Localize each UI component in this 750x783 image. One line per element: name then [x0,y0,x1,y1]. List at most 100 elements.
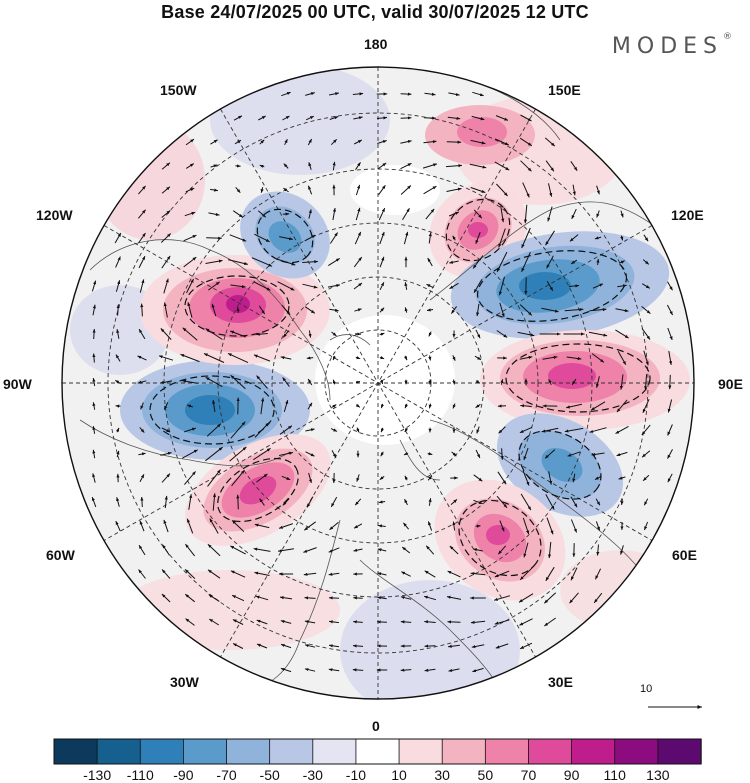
wind-arrow [205,328,223,340]
wind-arrow [355,207,361,221]
wind-arrow [471,115,485,121]
wind-arrow [230,374,246,390]
wind-arrow [212,400,216,412]
wind-arrow [231,594,245,602]
wind-arrow [231,469,245,487]
wind-arrow [428,498,432,506]
wind-arrow [329,116,339,120]
wind-arrow [352,668,364,672]
wind-arrow [668,351,673,365]
wind-arrow [353,620,363,624]
wind-arrow [161,473,171,483]
wind-arrow [642,474,650,482]
wind-arrow [423,595,437,601]
wind-arrow [422,163,438,169]
colorbar-tick-label: 50 [477,767,494,783]
wind-arrow [668,374,672,390]
lon-label-120w: 120W [36,207,73,223]
wind-arrow [471,644,485,649]
lon-label-60w: 60W [46,547,75,563]
wind-arrow [259,498,265,506]
wind-arrow [428,232,432,244]
wind-arrow [400,92,412,96]
wind-arrow [138,255,146,269]
wind-arrow [402,207,410,221]
wind-arrow [163,519,169,533]
wind-arrow [356,427,360,433]
wind-arrow [182,449,198,459]
wind-arrow [404,282,408,290]
wind-arrow [445,164,463,168]
wind-arrow [138,232,146,244]
wind-arrow [276,258,296,266]
lon-label-150e: 150E [548,82,581,98]
wind-arrow [427,475,433,481]
wind-arrow [353,548,363,552]
wind-arrow [404,475,408,481]
wind-arrow [306,356,314,360]
wind-arrow [183,256,197,268]
wind-arrow [519,304,533,316]
wind-arrow [519,137,533,147]
wind-arrow [588,331,608,337]
wind-arrow [424,620,436,624]
wind-arrow [448,92,460,96]
wind-arrow [139,474,145,482]
wind-arrow [308,472,312,484]
wind-arrow [161,427,171,433]
wind-arrow [520,160,532,172]
wind-arrow [569,234,579,242]
wind-arrow [304,644,316,648]
colorbar [53,738,702,765]
wind-arrow [354,231,362,245]
wind-arrow [404,498,408,506]
colorbar-swatch [484,738,530,765]
weak-high-europe [560,550,680,630]
wind-arrow [185,138,195,146]
wind-arrow [116,329,120,339]
wind-arrow [279,425,293,435]
colorbar-tick-label: 70 [520,767,537,783]
colorbar-tick-label: -90 [173,767,194,783]
wind-arrow [212,493,217,511]
wind-arrow [593,592,603,604]
colorbar-tick-label: 10 [391,767,407,783]
wind-arrow [641,283,651,289]
wind-arrow [570,519,578,533]
wind-arrow [331,404,337,408]
wind-arrow [379,475,385,481]
wind-arrow [498,228,506,248]
wind-arrow [428,355,432,361]
wind-arrow [423,185,437,195]
wind-arrow [544,449,556,459]
wind-arrow [544,137,556,147]
wind-arrow [541,427,559,433]
wind-arrow [208,281,220,291]
wind-arrow [546,517,554,535]
lon-label-30e: 30E [548,674,573,690]
wind-arrow [475,379,481,384]
wind-arrow [620,499,624,505]
wind-arrow [497,471,507,485]
wind-arrow [571,378,577,386]
wind-arrow [254,233,270,243]
wind-arrow [116,304,120,316]
wind-arrow [568,284,580,288]
wind-arrow [450,306,458,314]
colorbar-tick-label: 110 [603,767,626,783]
wind-arrow [283,399,289,413]
wind-arrow [476,303,480,317]
wind-arrow [667,473,673,483]
wind-arrow [667,449,673,459]
wind-arrow [426,283,434,289]
wind-arrow [211,303,217,317]
colorbar-swatch [182,738,228,765]
wind-arrow [137,380,147,384]
wind-arrow [227,352,249,364]
wind-arrow [115,404,121,408]
weak-high-alaska [95,120,205,240]
wind-arrow [572,473,576,483]
wind-arrow [161,569,171,579]
wind-arrow [164,495,168,509]
wind-arrow [302,283,318,289]
